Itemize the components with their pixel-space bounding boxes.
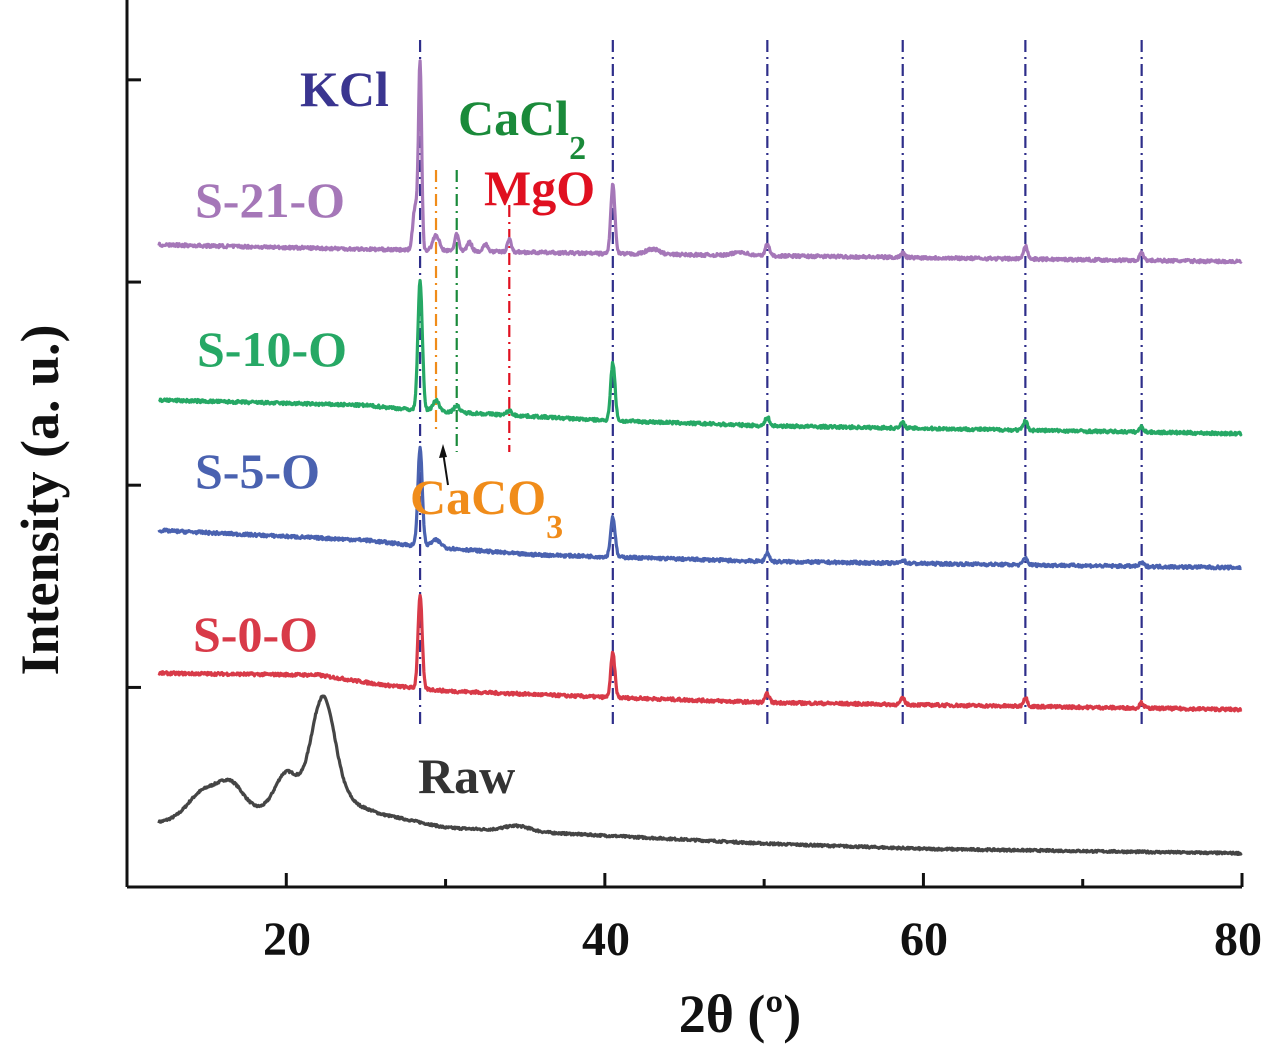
- series-curve-s-5-o: [157, 445, 1243, 571]
- axis-ticks: [127, 78, 1244, 887]
- x-tick-label-20: 20: [263, 913, 311, 966]
- series-label-s10: S-10-O: [197, 321, 347, 377]
- phase-label-cacl2: CaCl2: [458, 90, 586, 167]
- reference-lines: [418, 40, 1143, 728]
- series-label-s0: S-0-O: [193, 606, 318, 662]
- x-tick-label-40: 40: [582, 913, 630, 966]
- x-tick-label-80: 80: [1214, 913, 1262, 966]
- series-curve-s-21-o: [157, 59, 1243, 265]
- cacl2-main: CaCl: [458, 90, 569, 146]
- series-label-s21: S-21-O: [195, 172, 345, 228]
- phase-label-kcl: KCl: [300, 61, 389, 117]
- x-axis-label: 2θ (º): [679, 984, 801, 1044]
- series-curve-s-0-o: [157, 593, 1243, 713]
- caco3-subscript: 3: [546, 509, 563, 546]
- series-curves: [157, 59, 1243, 856]
- x-tick-label-60: 60: [900, 913, 948, 966]
- y-axis-label: Intensity (a. u.): [10, 324, 70, 675]
- phase-label-caco3: CaCO3: [410, 469, 563, 546]
- series-curve-raw: [157, 694, 1243, 856]
- series-label-raw: Raw: [418, 748, 515, 804]
- cacl2-subscript: 2: [569, 130, 586, 167]
- phase-label-mgo: MgO: [484, 160, 595, 216]
- series-curve-s-10-o: [157, 278, 1243, 437]
- arrow-caco3: [439, 444, 449, 486]
- caco3-main: CaCO: [410, 469, 546, 525]
- series-label-s5: S-5-O: [195, 443, 320, 499]
